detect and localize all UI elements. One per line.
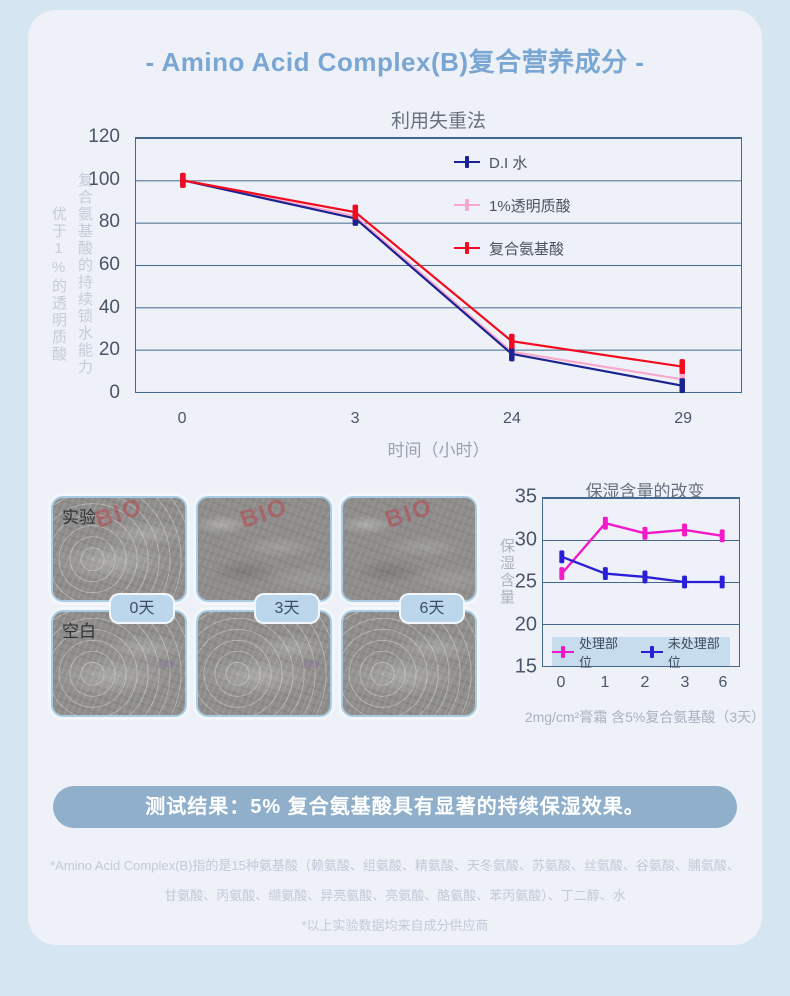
axis-tick-label: 80 bbox=[98, 211, 120, 233]
axis-tick-label: 100 bbox=[88, 168, 120, 190]
watermark-mark: ●● bbox=[300, 653, 321, 676]
axis-tick-label: 60 bbox=[98, 254, 120, 275]
watermark-mark: ●● bbox=[155, 653, 176, 676]
legend-item: 1%透明质酸 bbox=[454, 192, 571, 218]
axis-tick-label: 20 bbox=[98, 339, 120, 361]
axis-tick-label: 3 bbox=[680, 674, 690, 691]
axis-tick-label: 2 bbox=[640, 674, 650, 691]
row-label: 空白 bbox=[62, 622, 96, 641]
axis-tick-label: 1 bbox=[600, 674, 610, 691]
section-title: - Amino Acid Complex(B)复合营养成分 - bbox=[145, 47, 645, 77]
series-marker-icon bbox=[454, 155, 480, 169]
axis-tick-label: 30 bbox=[514, 528, 537, 550]
axis-tick-label: 20 bbox=[514, 613, 537, 635]
microscopy-image: BIO bbox=[341, 496, 477, 602]
result-banner: 测试结果：5% 复合氨基酸具有显著的持续保湿效果。 bbox=[53, 786, 737, 828]
day-badge: 3天 bbox=[256, 595, 318, 622]
chart2-series-lines bbox=[559, 516, 725, 589]
series-marker-icon bbox=[454, 198, 480, 212]
chart2-legend: 处理部位 未处理部位 bbox=[552, 636, 730, 670]
legend-item: D.I 水 bbox=[454, 149, 571, 175]
axis-tick-label: 0 bbox=[556, 674, 566, 691]
axis-tick-label: 0 bbox=[109, 382, 120, 403]
axis-tick-label: 35 bbox=[514, 485, 537, 508]
footnotes: *Amino Acid Complex(B)指的是15种氨基酸（赖氨酸、组氨酸、… bbox=[35, 855, 755, 945]
content-card: - Amino Acid Complex(B)复合营养成分 - 利用失重法 优于… bbox=[28, 10, 765, 945]
axis-tick-label: 25 bbox=[514, 570, 537, 593]
microscopy-image: ●● bbox=[196, 610, 332, 717]
legend-label: D.I 水 bbox=[489, 154, 528, 172]
legend-item: 处理部位 bbox=[552, 633, 629, 671]
chart1-series-lines bbox=[180, 172, 685, 394]
axis-tick-label: 40 bbox=[98, 296, 120, 318]
axis-tick-label: 0 bbox=[177, 410, 187, 427]
footnote-line: 甘氨酸、丙氨酸、缬氨酸、异亮氨酸、亮氨酸、酪氨酸、苯丙氨酸）、丁二醇、水 bbox=[164, 888, 626, 903]
day-badge: 6天 bbox=[401, 595, 463, 622]
microscopy-image: BIO bbox=[196, 496, 332, 602]
chart2-y-axis: 35 30 25 20 15 bbox=[488, 486, 537, 678]
brand-watermark: BIO bbox=[382, 496, 437, 534]
legend-item: 未处理部位 bbox=[640, 633, 730, 671]
axis-tick-label: 6 bbox=[718, 674, 728, 691]
day-badge: 0天 bbox=[111, 595, 173, 622]
series-marker-icon bbox=[640, 645, 663, 659]
legend-label: 1%透明质酸 bbox=[489, 197, 571, 215]
microscopy-image: 实验 BIO bbox=[51, 496, 187, 602]
brand-watermark: BIO bbox=[92, 496, 147, 534]
legend-label: 未处理部位 bbox=[667, 635, 720, 670]
legend-item: 复合氨基酸 bbox=[454, 235, 571, 261]
footnote-line: *以上实验数据均来自成分供应商 bbox=[301, 918, 489, 933]
microscopy-grid: 实验 BIO BIO BIO 空白 ●● ●● 0天 3天 6天 bbox=[51, 496, 477, 717]
chart2-caption: 2mg/cm²膏霜 含5%复合氨基酸（3天） bbox=[524, 709, 766, 725]
chart1-x-axis: 0 3 24 29 bbox=[135, 410, 742, 430]
chart1-y-axis-label: 复合氨基酸的持续锁水能力 bbox=[76, 172, 93, 376]
microscopy-image: 空白 ●● bbox=[51, 610, 187, 717]
legend-label: 处理部位 bbox=[579, 635, 619, 670]
axis-tick-label: 29 bbox=[674, 410, 693, 427]
row-label: 实验 bbox=[62, 508, 96, 527]
brand-watermark: BIO bbox=[237, 496, 292, 534]
axis-tick-label: 15 bbox=[514, 655, 537, 678]
chart2-title: 保湿含量的改变 bbox=[585, 482, 705, 501]
legend-label: 复合氨基酸 bbox=[489, 240, 565, 258]
chart2-plot-area: 处理部位 未处理部位 bbox=[542, 497, 740, 670]
series-marker-icon bbox=[454, 241, 480, 255]
chart1-legend: D.I 水 1%透明质酸 复合氨基酸 bbox=[454, 149, 571, 278]
chart1-y-axis-sublabel: 优于1%的透明质酸 bbox=[50, 206, 67, 363]
chart2-y-axis-label: 保湿含量 bbox=[498, 538, 515, 606]
series-marker-icon bbox=[552, 645, 574, 659]
microscopy-image bbox=[341, 610, 477, 717]
chart1-x-axis-label: 时间（小时） bbox=[387, 441, 490, 460]
chart1-title: 利用失重法 bbox=[390, 111, 486, 132]
axis-tick-label: 3 bbox=[350, 410, 360, 427]
axis-tick-label: 24 bbox=[503, 410, 521, 427]
chart1-y-axis: 120 100 80 60 40 20 0 bbox=[68, 126, 120, 403]
axis-tick-label: 120 bbox=[88, 126, 120, 147]
chart2-x-axis: 0 1 2 3 6 bbox=[542, 674, 740, 692]
footnote-line: *Amino Acid Complex(B)指的是15种氨基酸（赖氨酸、组氨酸、… bbox=[50, 858, 740, 873]
chart1-plot-area: D.I 水 1%透明质酸 复合氨基酸 bbox=[135, 137, 742, 394]
